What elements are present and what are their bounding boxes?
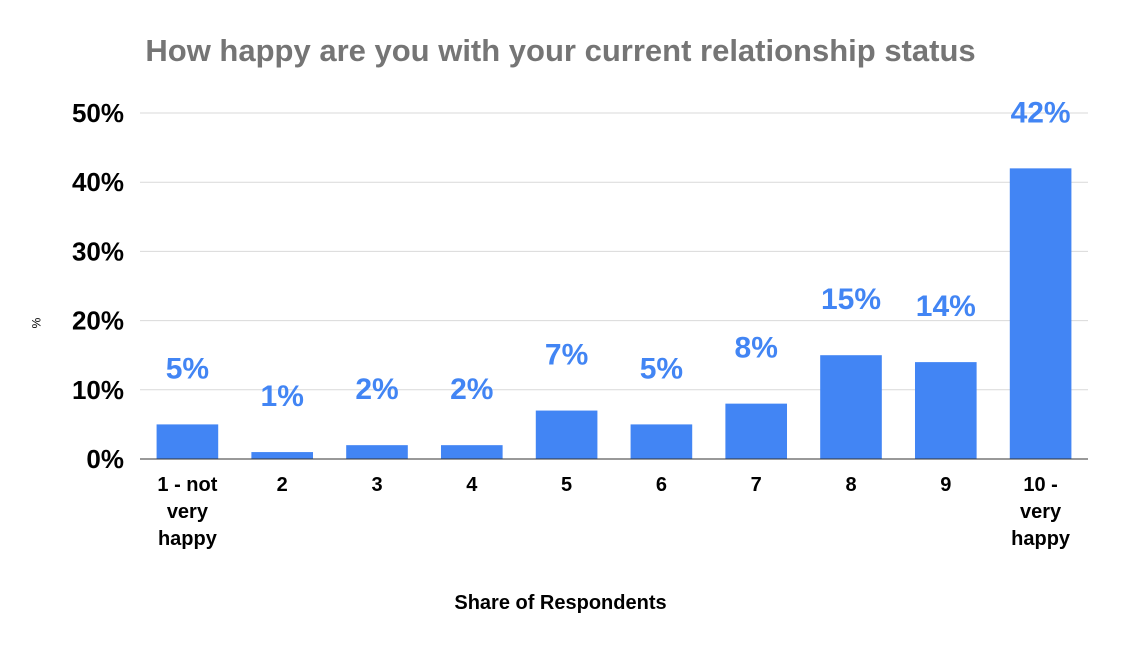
bar xyxy=(251,452,314,459)
x-axis-ticks: 1 - not very happy 2 3 4 5 6 7 8 9 10 -very happy xyxy=(157,474,1071,550)
data-label: 15% xyxy=(821,283,881,316)
bar xyxy=(156,424,219,459)
x-tick-label: 10 -very happy xyxy=(1011,474,1071,550)
x-tick-label: 9 xyxy=(940,474,951,496)
data-label: 5% xyxy=(640,352,683,385)
x-tick-label: 2 xyxy=(277,474,288,496)
data-label: 1% xyxy=(261,380,304,413)
bar xyxy=(725,403,788,459)
data-label: 14% xyxy=(916,290,976,323)
data-labels: 5% 1% 2% 2% 7% 5% 8% 15% 14% 42% xyxy=(166,96,1071,413)
x-tick-label: 8 xyxy=(845,474,856,496)
bars xyxy=(156,168,1072,460)
y-tick-label: 20% xyxy=(72,306,124,336)
y-tick-label: 50% xyxy=(72,98,124,128)
x-tick-label: 3 xyxy=(371,474,382,496)
x-tick-label: 7 xyxy=(751,474,762,496)
data-label: 7% xyxy=(545,339,588,372)
bar xyxy=(1009,168,1072,460)
chart-title: How happy are you with your current rela… xyxy=(145,33,976,68)
y-tick-label: 10% xyxy=(72,375,124,405)
bar xyxy=(346,445,408,459)
bar xyxy=(914,362,977,459)
bar xyxy=(535,410,598,459)
y-tick-label: 40% xyxy=(72,167,124,197)
x-tick-label: 6 xyxy=(656,474,667,496)
data-label: 2% xyxy=(355,373,398,406)
x-tick-label: 4 xyxy=(466,474,478,496)
data-label: 42% xyxy=(1011,96,1071,129)
y-tick-label: 0% xyxy=(86,444,124,474)
gridlines xyxy=(140,112,1088,391)
bar xyxy=(440,445,503,459)
x-tick-label: 5 xyxy=(561,474,572,496)
y-tick-label: 30% xyxy=(72,236,124,266)
data-label: 2% xyxy=(450,373,493,406)
x-axis-label: Share of Respondents xyxy=(454,592,667,614)
bar xyxy=(630,424,693,459)
bar xyxy=(820,355,882,459)
data-label: 5% xyxy=(166,352,209,385)
x-tick-label: 1 - not very happy xyxy=(157,474,217,550)
data-label: 8% xyxy=(735,332,778,365)
y-axis-ticks: 0% 10% 20% 30% 40% 50% xyxy=(72,98,124,474)
